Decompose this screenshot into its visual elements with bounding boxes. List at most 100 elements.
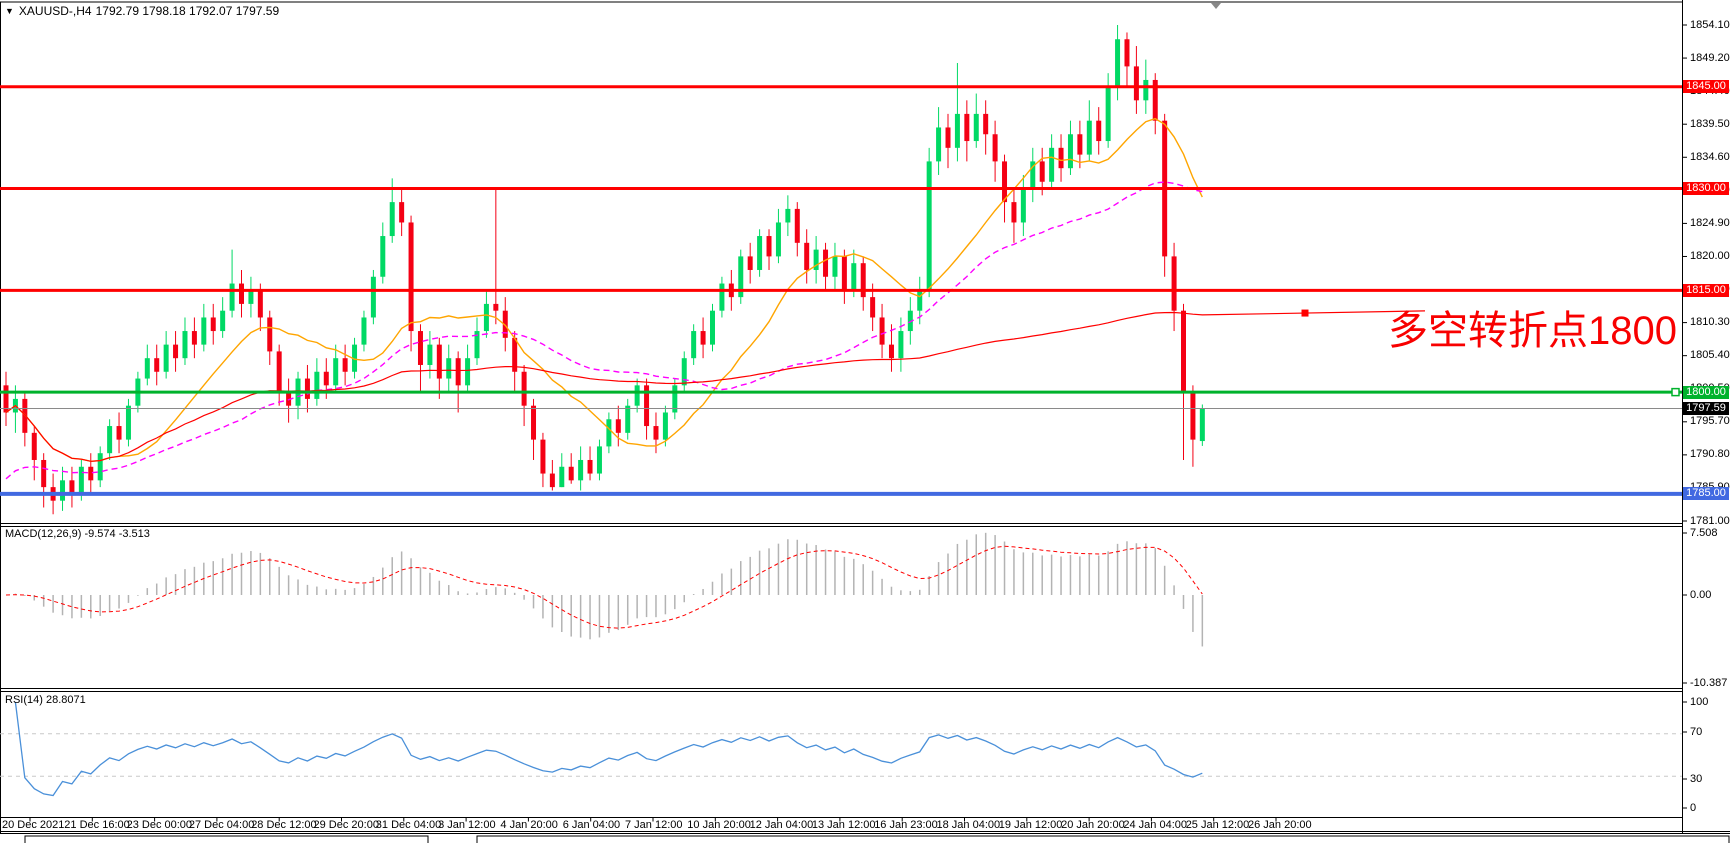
candle-body xyxy=(917,290,923,311)
candle-body xyxy=(455,358,461,386)
candle-body xyxy=(333,358,339,386)
candle-body xyxy=(700,331,706,345)
candle-body xyxy=(1011,202,1017,223)
candle-body xyxy=(436,344,442,379)
time-axis-label: 16 Jan 23:00 xyxy=(874,819,938,831)
candle-body xyxy=(719,283,725,311)
candle-body xyxy=(267,317,273,352)
candle-body xyxy=(841,256,847,291)
candle-body xyxy=(870,297,876,318)
rsi-tick-label: 100 xyxy=(1690,695,1709,708)
candle-body xyxy=(286,392,292,406)
candle-body xyxy=(992,134,998,162)
time-axis-label: 20 Jan 20:00 xyxy=(1061,819,1125,831)
candle-body xyxy=(446,358,452,379)
annotation-text[interactable]: 多空转折点1800 xyxy=(1388,309,1677,353)
candle-body xyxy=(352,344,358,372)
candle-body xyxy=(860,263,866,298)
candle-body xyxy=(474,331,480,359)
candle-body xyxy=(888,344,894,359)
price-tick-label: 1820.00 xyxy=(1690,249,1730,262)
candle-body xyxy=(983,113,989,135)
candle-body xyxy=(370,276,376,318)
candle-body xyxy=(804,242,810,270)
candle-body xyxy=(314,371,320,399)
candle-body xyxy=(1039,161,1045,182)
ma-fast-line[interactable] xyxy=(5,117,1203,463)
price-tick-label: 1810.30 xyxy=(1690,316,1730,329)
candle-body xyxy=(220,310,226,332)
candle-body xyxy=(540,439,546,474)
candle-body xyxy=(248,290,254,304)
candle-body xyxy=(144,358,150,379)
candle-body xyxy=(3,385,9,413)
rsi-tick-label: 0 xyxy=(1690,801,1697,814)
candle-body xyxy=(757,236,763,270)
trendline-handle[interactable] xyxy=(1301,309,1309,317)
time-axis-label: 21 Dec 16:00 xyxy=(64,819,130,831)
chart-title: ▼ XAUUSD-,H4 1792.79 1798.18 1792.07 1797.… xyxy=(5,4,283,18)
symbol-dropdown-icon[interactable]: ▼ xyxy=(5,6,14,16)
candle-body xyxy=(907,310,913,332)
candle-body xyxy=(304,378,310,399)
candle-body xyxy=(681,358,687,386)
time-axis-label: 27 Dec 04:00 xyxy=(188,819,255,831)
chart-shift-marker-icon[interactable] xyxy=(1211,3,1221,9)
price-level-badge-1815.00: 1815.00 xyxy=(1683,283,1729,297)
candle-body xyxy=(832,256,838,277)
rsi-line xyxy=(14,701,1203,797)
price-level-handle[interactable] xyxy=(1671,387,1680,397)
candle-body xyxy=(408,222,414,332)
candle-body xyxy=(41,459,47,488)
time-axis-label: 10 Jan 20:00 xyxy=(687,819,751,831)
candle-body xyxy=(342,358,348,372)
time-axis-label: 13 Jan 12:00 xyxy=(811,819,876,831)
candle-body xyxy=(568,466,574,481)
candle-body xyxy=(276,351,282,393)
candle-body xyxy=(210,317,216,332)
candle-body xyxy=(578,459,584,481)
time-axis-label: 4 Jan 20:00 xyxy=(500,819,558,831)
rsi-tick-label: 30 xyxy=(1690,772,1703,785)
price-level-badge-1845.00: 1845.00 xyxy=(1683,80,1729,94)
price-tick-label: 1854.10 xyxy=(1690,18,1730,31)
candle-body xyxy=(596,446,602,474)
current-price-badge: 1797.59 xyxy=(1683,401,1729,415)
candle-body xyxy=(766,236,772,257)
time-axis-label: 24 Jan 04:00 xyxy=(1123,819,1188,831)
candle-body xyxy=(1067,134,1073,169)
candle-body xyxy=(653,426,659,440)
candle-body xyxy=(1077,134,1083,155)
ma-slow-line[interactable] xyxy=(5,310,1426,462)
ma-medium-line[interactable] xyxy=(5,181,1203,480)
candle-body xyxy=(361,317,367,345)
symbol-timeframe-label: XAUUSD-,H4 xyxy=(18,4,92,18)
time-axis-label: 31 Dec 04:00 xyxy=(375,819,442,831)
time-axis-label: 18 Jan 04:00 xyxy=(936,819,1001,831)
candle-body xyxy=(22,398,28,433)
candle-body xyxy=(493,303,499,311)
candle-body xyxy=(1086,120,1092,155)
candle-body xyxy=(1096,120,1102,142)
candle-body xyxy=(60,480,66,501)
candle-body xyxy=(954,113,960,148)
candle-body xyxy=(615,419,621,433)
candle-body xyxy=(945,127,951,148)
candle-body xyxy=(1002,161,1008,203)
candle-body xyxy=(88,466,94,481)
candle-body xyxy=(634,385,640,406)
candle-body xyxy=(417,331,423,365)
time-axis-label: 3 Jan 12:00 xyxy=(438,819,496,831)
rsi-indicator-label: RSI(14) 28.8071 xyxy=(5,694,86,706)
candle-body xyxy=(738,256,744,298)
candle-body xyxy=(1190,392,1196,440)
candle-body xyxy=(1152,79,1158,121)
price-tick-label: 1824.90 xyxy=(1690,216,1730,229)
candle-body xyxy=(964,113,970,142)
candle-body xyxy=(229,283,235,311)
candle-body xyxy=(1171,256,1177,311)
candle-body xyxy=(672,385,678,413)
candle-body xyxy=(794,208,800,243)
price-tick-label: 1849.20 xyxy=(1690,51,1730,64)
